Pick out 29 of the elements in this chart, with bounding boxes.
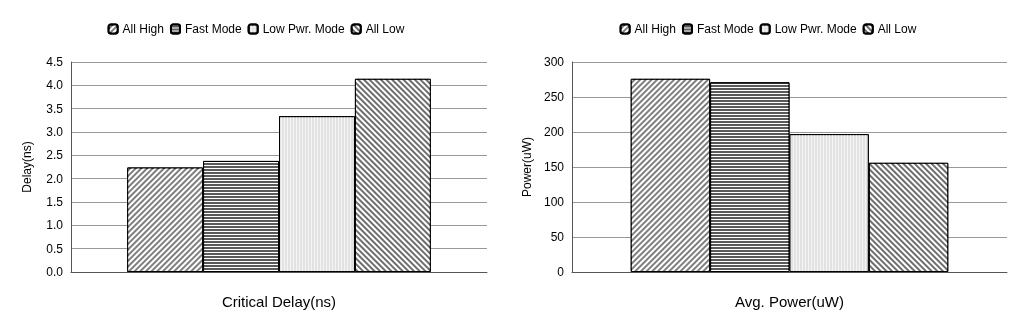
legend-label: Fast Mode	[184, 22, 242, 36]
legend-label: All High	[634, 22, 676, 36]
x-axis-title: Critical Delay(ns)	[221, 293, 337, 310]
y-tick-label: 200	[543, 125, 565, 139]
y-tick-label: 100	[543, 195, 565, 209]
y-tick-label: 1.0	[46, 218, 64, 233]
y-tick-label: 1.5	[46, 195, 64, 209]
y-tick-label: 4.5	[46, 55, 64, 69]
legend-label: Low Pwr. Mode	[262, 22, 346, 36]
y-tick-label: 0	[557, 265, 565, 279]
x-axis-title: Avg. Power(uW)	[735, 293, 844, 310]
y-tick-label: 2.0	[46, 171, 64, 186]
y-tick-label: 250	[543, 90, 565, 104]
legend-label: All Low	[877, 22, 917, 36]
legend-label: Fast Mode	[696, 22, 754, 36]
y-tick-label: 50	[550, 230, 565, 244]
y-tick-label: 0.5	[46, 241, 64, 256]
y-tick-label: 3.5	[46, 101, 64, 116]
y-tick-label: 4.0	[46, 78, 64, 93]
y-axis-title: Power(uW)	[520, 136, 535, 198]
y-tick-label: 2.5	[46, 148, 64, 163]
y-tick-label: 3.0	[46, 125, 64, 139]
y-tick-label: 300	[543, 55, 565, 69]
y-tick-label: 0.0	[46, 265, 64, 279]
legend-label: All High	[122, 22, 164, 36]
legend-label: Low Pwr. Mode	[774, 22, 858, 36]
legend-label: All Low	[365, 22, 405, 36]
y-axis-title: Delay(ns)	[20, 141, 34, 193]
y-tick-label: 150	[543, 160, 565, 174]
